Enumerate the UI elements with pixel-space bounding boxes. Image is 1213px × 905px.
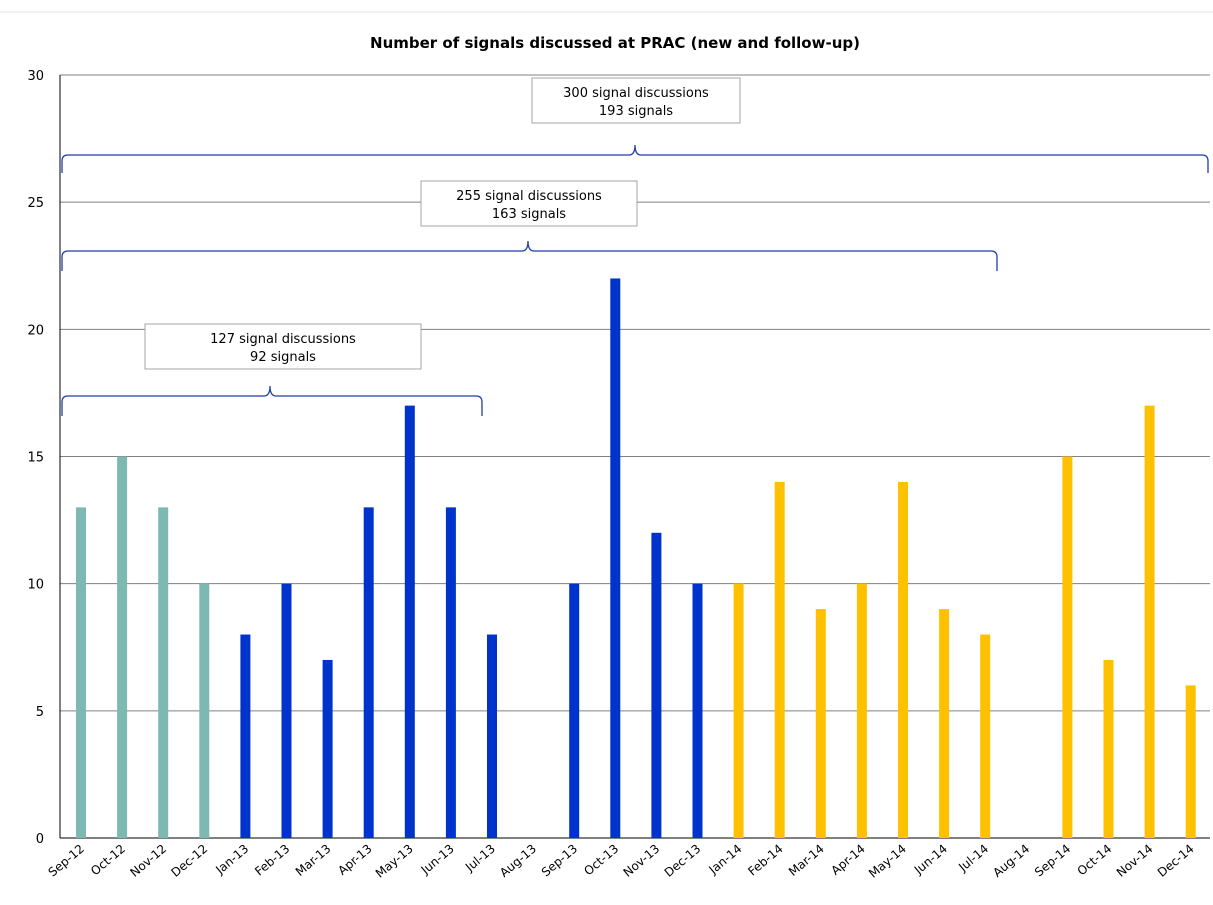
y-tick-label: 25 (27, 196, 44, 211)
bar-sep-14 (1062, 456, 1073, 838)
bar-jan-14 (733, 583, 744, 838)
bar-nov-13 (651, 532, 662, 838)
annotation-line2: 163 signals (492, 207, 566, 222)
bar-oct-14 (1103, 659, 1114, 838)
x-tick-label: Oct-12 (88, 842, 128, 879)
x-tick-label: Feb-14 (745, 842, 785, 879)
y-tick-label: 10 (27, 578, 44, 593)
annotation-bracket (61, 144, 1209, 173)
annotation-box (531, 77, 741, 124)
x-tick-label: Jan-13 (212, 842, 251, 878)
bar-jul-14 (980, 634, 991, 838)
annotation-line1: 255 signal discussions (456, 189, 602, 204)
x-tick-label: Dec-14 (1155, 842, 1197, 880)
annotation-line1: 300 signal discussions (563, 86, 709, 101)
y-tick-label: 5 (36, 705, 44, 720)
annotation-line1: 127 signal discussions (210, 332, 356, 347)
y-tick-label: 0 (36, 832, 44, 847)
bar-nov-14 (1144, 405, 1155, 838)
annotation-line2: 92 signals (250, 350, 316, 365)
x-tick-label: Jan-14 (706, 842, 745, 878)
bar-oct-12 (117, 456, 128, 838)
x-tick-label: Sep-14 (1032, 842, 1073, 880)
annotations: 127 signal discussions 92 signals 255 sign… (61, 77, 1209, 416)
bar-dec-13 (692, 583, 703, 838)
y-tick-label: 30 (27, 69, 44, 84)
gridlines (0, 11, 1213, 839)
bar-sep-12 (76, 507, 86, 838)
bar-feb-13 (281, 583, 292, 838)
x-tick-label: Nov-12 (127, 842, 169, 880)
x-tick-label: Jun-13 (418, 842, 457, 878)
bar-apr-14 (856, 583, 867, 838)
x-tick-label: Mar-14 (786, 842, 827, 879)
annotation-box (144, 323, 422, 370)
bar-dec-12 (199, 583, 210, 838)
x-tick-label: May-14 (866, 842, 909, 881)
bar-may-13 (404, 405, 415, 838)
x-tick-label: Sep-13 (539, 842, 580, 880)
y-axis-ticks: 0 5 10 15 20 25 30 (27, 69, 44, 847)
x-tick-label: Oct-14 (1075, 842, 1115, 879)
x-tick-label: Aug-13 (497, 842, 539, 880)
x-axis-ticks: Sep-12 Oct-12 Nov-12 Dec-12 Jan-13 Feb-13 Mar-… (46, 842, 1197, 881)
bar-may-14 (898, 481, 908, 838)
annotation-line2: 193 signals (599, 104, 673, 119)
annotation-bracket (61, 240, 998, 271)
x-tick-label: Dec-13 (662, 842, 704, 880)
x-tick-label: Apr-13 (335, 842, 374, 878)
annotation-bracket (61, 385, 483, 416)
bar-sep-13 (569, 583, 580, 838)
y-tick-label: 20 (27, 323, 44, 338)
chart-title: Number of signals discussed at PRAC (new… (370, 34, 860, 52)
x-tick-label: Mar-13 (293, 842, 334, 879)
bars (76, 278, 1196, 838)
x-tick-label: Jun-14 (911, 842, 950, 878)
x-tick-label: Nov-13 (621, 842, 663, 880)
bar-mar-13 (322, 659, 333, 838)
bar-mar-14 (815, 609, 826, 838)
x-tick-label: Aug-14 (990, 842, 1032, 880)
x-tick-label: Apr-14 (828, 842, 867, 878)
x-tick-label: Dec-12 (168, 842, 210, 880)
x-tick-label: Jul-13 (462, 842, 498, 875)
bar-jun-14 (939, 609, 950, 838)
bar-apr-13 (363, 507, 374, 838)
bar-dec-14 (1185, 685, 1196, 838)
bar-jun-13 (445, 507, 456, 838)
x-tick-label: May-13 (373, 842, 416, 881)
x-tick-label: Jul-14 (955, 842, 991, 875)
bar-jul-13 (487, 634, 497, 838)
x-tick-label: Feb-13 (252, 842, 292, 879)
x-tick-label: Sep-12 (46, 842, 87, 880)
y-tick-label: 15 (27, 451, 44, 466)
x-tick-label: Oct-13 (581, 842, 621, 879)
x-tick-label: Nov-14 (1114, 842, 1156, 880)
bar-nov-12 (158, 507, 169, 838)
annotation-box (420, 180, 638, 227)
bar-feb-14 (774, 481, 785, 838)
bar-oct-13 (610, 278, 621, 838)
bar-jan-13 (240, 634, 251, 838)
